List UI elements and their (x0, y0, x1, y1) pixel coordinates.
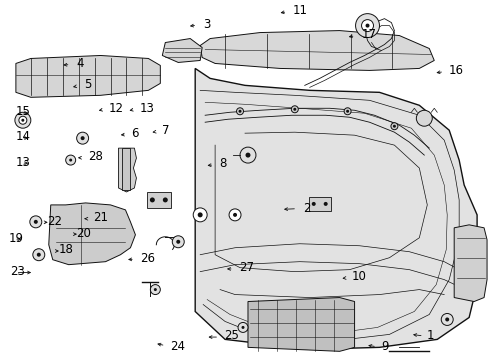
Text: 15: 15 (16, 105, 30, 118)
Text: 24: 24 (170, 340, 185, 353)
Text: 19: 19 (8, 231, 23, 244)
Text: 12: 12 (109, 102, 124, 115)
Circle shape (150, 285, 160, 294)
Polygon shape (162, 39, 202, 62)
Circle shape (392, 125, 395, 128)
Circle shape (365, 24, 369, 28)
Circle shape (344, 108, 350, 115)
Polygon shape (453, 225, 486, 302)
Circle shape (81, 136, 84, 140)
Text: 2: 2 (303, 202, 310, 215)
Text: 13: 13 (140, 102, 154, 115)
Circle shape (361, 20, 373, 32)
Text: 14: 14 (16, 130, 30, 144)
Circle shape (440, 314, 452, 325)
Circle shape (197, 212, 202, 217)
Circle shape (163, 197, 167, 202)
Bar (122, 148, 130, 190)
Text: 11: 11 (292, 4, 306, 17)
Circle shape (30, 216, 41, 228)
Text: 21: 21 (93, 211, 108, 224)
Text: 17: 17 (361, 28, 376, 41)
Circle shape (346, 110, 348, 113)
Text: 16: 16 (448, 64, 463, 77)
Polygon shape (247, 298, 354, 351)
Text: 5: 5 (83, 78, 91, 91)
Circle shape (34, 220, 38, 224)
Text: 28: 28 (87, 150, 102, 163)
Text: 6: 6 (131, 127, 139, 140)
Circle shape (228, 209, 241, 221)
Polygon shape (195, 68, 476, 349)
Circle shape (293, 108, 296, 111)
Circle shape (15, 112, 31, 128)
Text: 20: 20 (76, 226, 91, 239)
Circle shape (65, 155, 76, 165)
Circle shape (172, 236, 184, 248)
Circle shape (390, 123, 397, 130)
Circle shape (240, 147, 255, 163)
Circle shape (444, 318, 448, 321)
Text: 27: 27 (238, 261, 253, 274)
Circle shape (176, 240, 180, 244)
Circle shape (233, 213, 237, 217)
Circle shape (193, 208, 207, 222)
Text: 4: 4 (76, 57, 84, 70)
Text: 23: 23 (10, 265, 24, 278)
Text: 3: 3 (203, 18, 210, 31)
Text: 10: 10 (351, 270, 366, 283)
Polygon shape (49, 203, 135, 265)
Circle shape (21, 119, 24, 122)
FancyBboxPatch shape (308, 197, 330, 211)
Circle shape (236, 108, 243, 115)
Circle shape (77, 132, 88, 144)
Circle shape (291, 106, 298, 113)
Text: 25: 25 (224, 329, 239, 342)
Circle shape (238, 323, 247, 332)
Text: 7: 7 (162, 124, 169, 137)
Polygon shape (118, 148, 136, 192)
Text: 22: 22 (47, 215, 62, 228)
Circle shape (33, 249, 45, 261)
Circle shape (311, 202, 315, 206)
Text: 13: 13 (16, 156, 30, 168)
Text: 26: 26 (140, 252, 155, 265)
Text: 1: 1 (427, 329, 434, 342)
Text: 18: 18 (58, 243, 73, 256)
Circle shape (245, 153, 250, 158)
Circle shape (154, 288, 157, 291)
Circle shape (241, 326, 244, 329)
Text: 9: 9 (380, 340, 387, 353)
Polygon shape (200, 31, 433, 71)
Circle shape (69, 159, 72, 162)
Circle shape (238, 110, 241, 113)
Text: 8: 8 (219, 157, 226, 170)
Circle shape (355, 14, 379, 37)
Circle shape (37, 253, 41, 257)
Circle shape (19, 116, 27, 124)
Circle shape (323, 202, 327, 206)
Circle shape (415, 110, 431, 126)
Polygon shape (16, 55, 160, 97)
FancyBboxPatch shape (147, 192, 171, 208)
Circle shape (149, 197, 155, 202)
